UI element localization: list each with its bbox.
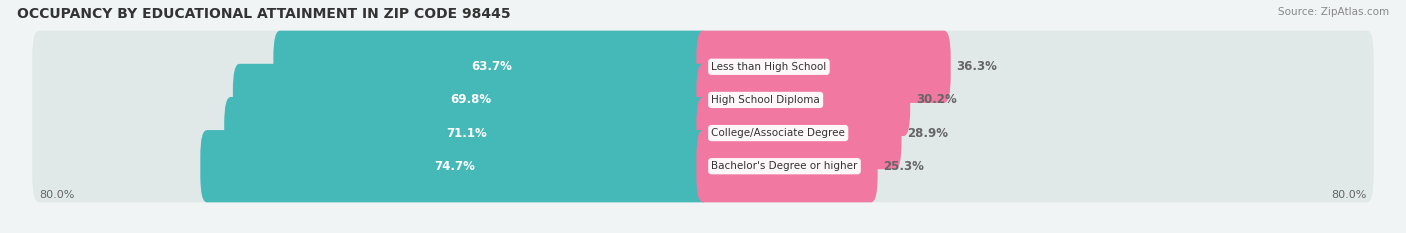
Text: College/Associate Degree: College/Associate Degree xyxy=(711,128,845,138)
Text: 25.3%: 25.3% xyxy=(883,160,924,173)
FancyBboxPatch shape xyxy=(696,31,950,103)
Text: 30.2%: 30.2% xyxy=(915,93,956,106)
Text: Less than High School: Less than High School xyxy=(711,62,827,72)
FancyBboxPatch shape xyxy=(696,64,910,136)
Text: High School Diploma: High School Diploma xyxy=(711,95,820,105)
FancyBboxPatch shape xyxy=(200,130,710,202)
FancyBboxPatch shape xyxy=(233,64,710,136)
Text: 63.7%: 63.7% xyxy=(471,60,512,73)
FancyBboxPatch shape xyxy=(32,97,1374,169)
Text: Source: ZipAtlas.com: Source: ZipAtlas.com xyxy=(1278,7,1389,17)
FancyBboxPatch shape xyxy=(32,130,1374,202)
FancyBboxPatch shape xyxy=(224,97,710,169)
FancyBboxPatch shape xyxy=(273,31,710,103)
Text: Bachelor's Degree or higher: Bachelor's Degree or higher xyxy=(711,161,858,171)
FancyBboxPatch shape xyxy=(696,97,901,169)
Text: OCCUPANCY BY EDUCATIONAL ATTAINMENT IN ZIP CODE 98445: OCCUPANCY BY EDUCATIONAL ATTAINMENT IN Z… xyxy=(17,7,510,21)
Text: 36.3%: 36.3% xyxy=(956,60,997,73)
Text: 80.0%: 80.0% xyxy=(39,190,75,200)
FancyBboxPatch shape xyxy=(32,64,1374,136)
Legend: Owner-occupied, Renter-occupied: Owner-occupied, Renter-occupied xyxy=(575,230,831,233)
Text: 28.9%: 28.9% xyxy=(907,127,949,140)
Text: 69.8%: 69.8% xyxy=(451,93,492,106)
FancyBboxPatch shape xyxy=(32,31,1374,103)
FancyBboxPatch shape xyxy=(696,130,877,202)
Text: 71.1%: 71.1% xyxy=(447,127,488,140)
Text: 80.0%: 80.0% xyxy=(1331,190,1367,200)
Text: 74.7%: 74.7% xyxy=(434,160,475,173)
